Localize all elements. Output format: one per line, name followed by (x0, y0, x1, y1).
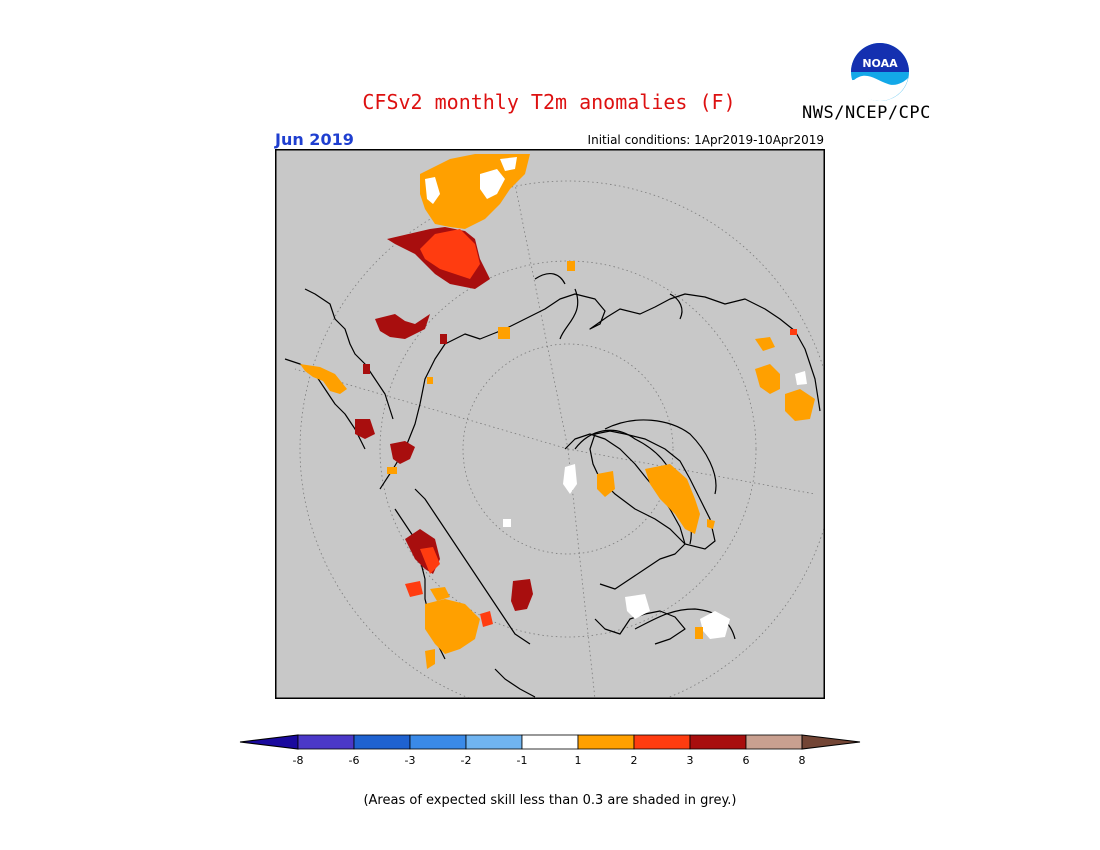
color-bar-arrow-high (801, 734, 861, 750)
color-bar-tick-label: -3 (405, 754, 416, 767)
color-bar-boxes (239, 734, 861, 750)
color-bar-box (521, 734, 579, 750)
greenland-outline (589, 430, 716, 550)
noaa-logo: NOAA (849, 41, 911, 103)
color-bar-box (465, 734, 523, 750)
color-bar-ticks: -8 -6 -3 -2 -1 1 2 3 6 8 (293, 754, 806, 767)
color-bar: -8 -6 -3 -2 -1 1 2 3 6 8 (239, 734, 861, 767)
color-bar-arrow-low (239, 734, 299, 750)
color-bar-box (577, 734, 635, 750)
anomaly-shading (300, 154, 815, 669)
color-bar-tick-label: -6 (349, 754, 360, 767)
color-bar-tick-label: -2 (461, 754, 472, 767)
initial-conditions: Initial conditions: 1Apr2019-10Apr2019 (587, 133, 824, 147)
target-month: Jun 2019 (275, 130, 354, 149)
color-bar-box (633, 734, 691, 750)
map-title: CFSv2 monthly T2m anomalies (F) (362, 90, 736, 114)
skill-note: (Areas of expected skill less than 0.3 a… (363, 793, 737, 808)
color-bar-box (409, 734, 467, 750)
color-bar-tick-label: 8 (799, 754, 806, 767)
color-bar-tick-label: 2 (631, 754, 638, 767)
color-bar-tick-label: 3 (687, 754, 694, 767)
color-bar-box (689, 734, 747, 750)
color-bar-tick-label: -8 (293, 754, 304, 767)
color-bar-tick-label: -1 (517, 754, 528, 767)
color-bar-box (353, 734, 411, 750)
agency-label: NWS/NCEP/CPC (802, 103, 931, 123)
color-bar-tick-label: 6 (743, 754, 750, 767)
color-bar-tick-label: 1 (575, 754, 582, 767)
color-bar-box (297, 734, 355, 750)
color-bar-box (745, 734, 803, 750)
polar-anomaly-map (275, 149, 825, 699)
svg-text:NOAA: NOAA (862, 57, 898, 70)
